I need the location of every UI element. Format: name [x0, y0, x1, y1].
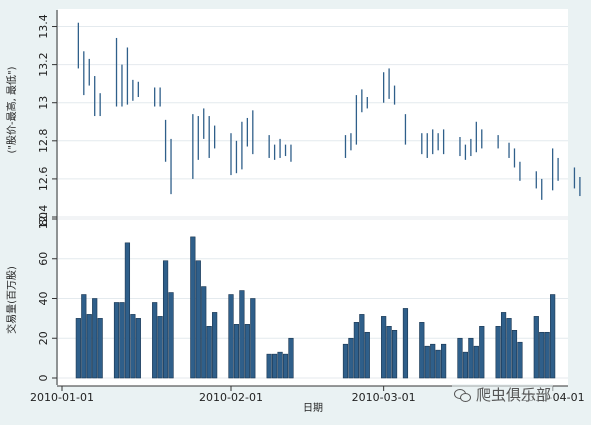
- volume-bar-series: [75, 236, 556, 379]
- volume-bar: [364, 331, 370, 379]
- axes: 12.4 12.6 12.8 13 13.2 13.4 0 20 40 60 80 2010-01-0…: [30, 10, 585, 404]
- volume-bar: [550, 294, 556, 379]
- volume-y-tick-label: 80: [37, 212, 50, 226]
- volume-bar: [544, 331, 550, 379]
- volume-bar: [402, 308, 409, 379]
- volume-bar: [124, 242, 131, 379]
- wechat-icon: [454, 388, 472, 402]
- volume-bar: [162, 260, 169, 379]
- price-hilo-series: [77, 22, 581, 200]
- watermark: 爬虫俱乐部: [452, 384, 554, 405]
- volume-bar: [81, 294, 87, 379]
- x-tick-label: 2010-03-01: [352, 391, 416, 404]
- volume-y-tick-label: 60: [37, 252, 50, 266]
- volume-bar: [282, 353, 289, 379]
- volume-bar: [119, 302, 125, 379]
- gridlines: [58, 26, 568, 379]
- volume-bar: [190, 236, 196, 379]
- volume-bar: [228, 294, 234, 379]
- volume-bar: [272, 353, 278, 379]
- volume-bar: [266, 353, 272, 379]
- volume-bar: [135, 318, 141, 379]
- volume-bar: [359, 314, 365, 379]
- price-y-tick-label: 13.2: [37, 52, 50, 77]
- volume-bar: [419, 322, 425, 379]
- volume-bar: [212, 312, 218, 379]
- volume-y-tick-label: 40: [37, 292, 50, 306]
- volume-bar: [239, 290, 245, 379]
- volume-y-tick-label: 20: [37, 331, 50, 345]
- price-y-tick-label: 12.8: [37, 129, 50, 154]
- volume-bar: [342, 343, 349, 379]
- volume-bar: [381, 316, 387, 379]
- x-tick-label: 2010-02-01: [199, 391, 263, 404]
- volume-bar: [348, 337, 354, 379]
- volume-bar: [386, 326, 392, 379]
- volume-bar: [201, 286, 207, 379]
- volume-bar: [533, 316, 539, 379]
- volume-bar: [500, 312, 507, 379]
- volume-bar: [250, 298, 256, 379]
- price-y-tick-label: 12.6: [37, 167, 50, 192]
- volume-bar: [244, 324, 250, 379]
- volume-bar: [92, 298, 98, 379]
- volume-bar: [424, 345, 430, 379]
- volume-bar: [506, 318, 512, 379]
- x-tick-label: 2010-01-01: [30, 391, 94, 404]
- volume-bar: [457, 337, 463, 379]
- volume-bar: [441, 343, 447, 379]
- volume-bar: [462, 351, 469, 379]
- price-y-tick-label: 12.4: [37, 205, 50, 230]
- price-y-axis-label: ("股价-最高, 最低"): [5, 66, 18, 153]
- price-y-tick-label: 13: [37, 96, 50, 110]
- volume-bar: [75, 318, 81, 379]
- volume-bar: [277, 351, 283, 379]
- volume-bar: [511, 329, 518, 379]
- volume-bar: [206, 326, 212, 379]
- price-y-tick-label: 13.4: [37, 14, 50, 39]
- volume-bar: [195, 260, 201, 379]
- x-axis-label: 日期: [303, 402, 323, 414]
- volume-y-tick-label: 0: [37, 375, 50, 382]
- volume-bar: [113, 302, 120, 379]
- watermark-text: 爬虫俱乐部: [476, 386, 552, 404]
- volume-bar: [391, 329, 398, 379]
- volume-y-axis-label: 交易量(百万股): [5, 266, 18, 334]
- volume-bar: [353, 322, 359, 379]
- volume-bar: [168, 292, 174, 379]
- volume-bar: [517, 341, 523, 379]
- volume-bar: [495, 326, 501, 379]
- volume-bar: [288, 337, 294, 379]
- plot-area: [58, 9, 568, 386]
- volume-bar: [233, 324, 240, 379]
- volume-bar: [97, 318, 103, 379]
- volume-bar: [130, 314, 136, 379]
- volume-bar: [430, 343, 436, 379]
- volume-bar: [435, 349, 441, 379]
- volume-bar: [473, 345, 479, 379]
- volume-bar: [468, 337, 474, 379]
- volume-bar: [86, 314, 92, 379]
- volume-bar: [152, 302, 158, 379]
- volume-bar: [479, 326, 485, 379]
- volume-bar: [157, 316, 163, 379]
- volume-bar: [539, 331, 545, 379]
